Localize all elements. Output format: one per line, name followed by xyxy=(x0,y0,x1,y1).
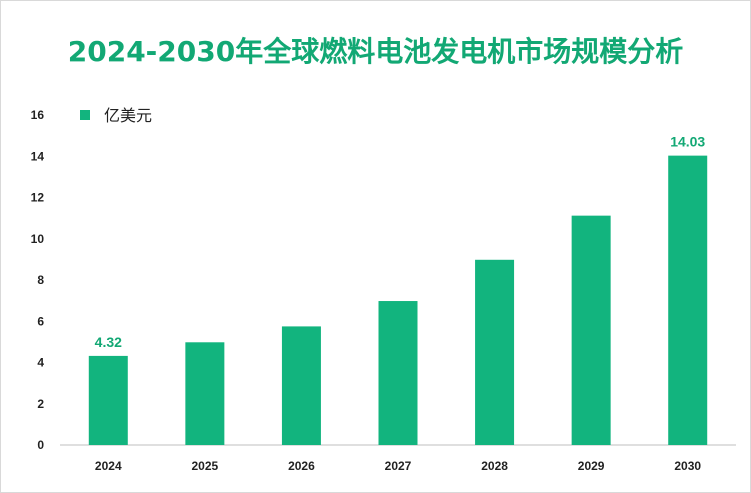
x-tick-label: 2024 xyxy=(95,459,122,473)
data-labels: 4.32 14.03 xyxy=(95,134,706,350)
y-tick-label: 12 xyxy=(31,191,45,205)
y-tick-label: 0 xyxy=(37,438,44,452)
y-axis: 0 2 4 6 8 10 12 14 16 xyxy=(31,108,45,452)
y-tick-label: 6 xyxy=(37,314,44,328)
x-tick-label: 2026 xyxy=(288,459,315,473)
y-tick-label: 2 xyxy=(37,397,44,411)
x-tick-label: 2028 xyxy=(481,459,508,473)
bar-2027 xyxy=(378,301,418,445)
bar-2029 xyxy=(571,215,611,445)
bars xyxy=(88,155,708,445)
x-tick-label: 2029 xyxy=(578,459,605,473)
bar-2028 xyxy=(475,259,515,445)
y-tick-label: 14 xyxy=(31,149,45,163)
bar-2025 xyxy=(185,342,225,445)
x-tick-label: 2027 xyxy=(385,459,412,473)
bar-2026 xyxy=(281,326,321,445)
legend: 亿美元 xyxy=(80,106,152,125)
legend-label: 亿美元 xyxy=(104,106,152,125)
y-tick-label: 16 xyxy=(31,108,45,122)
y-tick-label: 8 xyxy=(37,273,44,287)
chart-title: 2024-2030年全球燃料电池发电机市场规模分析 xyxy=(67,35,684,68)
data-label-2024: 4.32 xyxy=(95,334,122,350)
legend-swatch xyxy=(80,110,90,120)
x-tick-label: 2025 xyxy=(192,459,219,473)
data-label-2030: 14.03 xyxy=(670,134,705,150)
y-tick-label: 10 xyxy=(31,232,45,246)
x-axis: 2024 2025 2026 2027 2028 2029 2030 xyxy=(60,444,736,473)
y-tick-label: 4 xyxy=(37,356,44,370)
bar-2024 xyxy=(88,355,128,445)
x-tick-label: 2030 xyxy=(674,459,701,473)
bar-2030 xyxy=(668,155,708,445)
